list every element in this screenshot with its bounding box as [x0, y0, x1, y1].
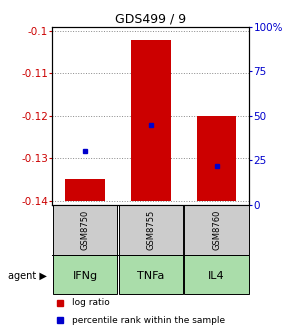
Bar — [184, 205, 249, 255]
Bar — [119, 205, 183, 255]
Text: TNFa: TNFa — [137, 271, 164, 281]
Bar — [197, 116, 236, 201]
Text: agent ▶: agent ▶ — [8, 271, 46, 281]
Text: IL4: IL4 — [208, 271, 225, 281]
Bar — [53, 205, 117, 255]
Bar — [184, 255, 249, 294]
Bar — [131, 40, 171, 201]
Text: IFNg: IFNg — [72, 271, 98, 281]
Bar — [65, 179, 105, 201]
Text: percentile rank within the sample: percentile rank within the sample — [72, 316, 225, 325]
Bar — [53, 255, 117, 294]
Bar — [119, 255, 183, 294]
Text: GSM8755: GSM8755 — [146, 210, 155, 250]
Text: log ratio: log ratio — [72, 298, 110, 307]
Text: GSM8750: GSM8750 — [81, 210, 90, 250]
Title: GDS499 / 9: GDS499 / 9 — [115, 13, 186, 26]
Text: GSM8760: GSM8760 — [212, 209, 221, 250]
